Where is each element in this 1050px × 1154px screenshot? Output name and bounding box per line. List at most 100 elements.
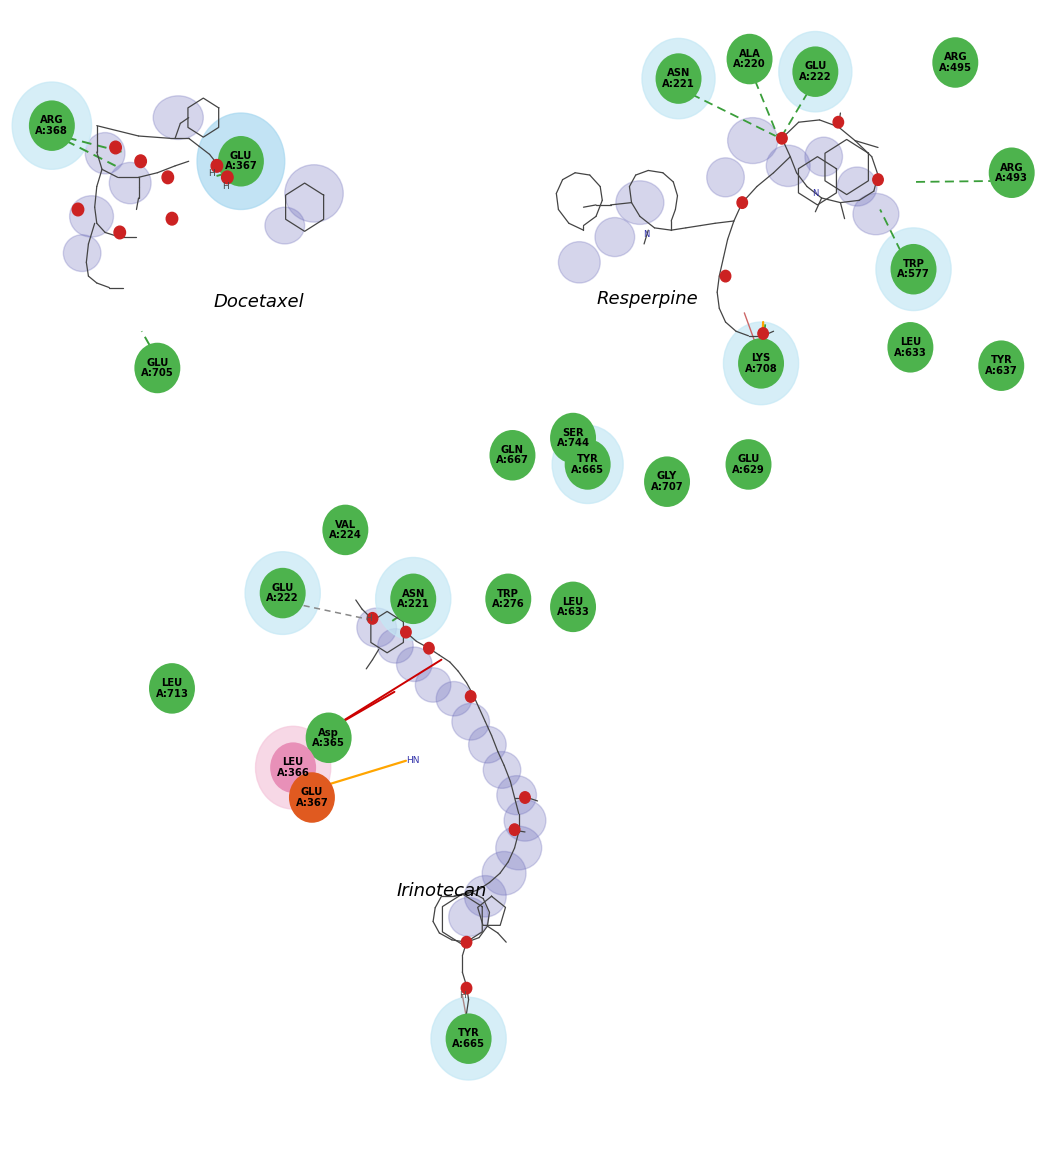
Text: HN: HN bbox=[406, 756, 420, 765]
Text: SER
A:744: SER A:744 bbox=[556, 428, 590, 448]
Circle shape bbox=[552, 426, 624, 503]
Circle shape bbox=[322, 504, 369, 555]
Ellipse shape bbox=[378, 629, 414, 664]
Text: GLU
A:367: GLU A:367 bbox=[225, 151, 257, 172]
Text: H: H bbox=[208, 170, 215, 179]
Circle shape bbox=[218, 136, 264, 187]
Text: ASN
A:221: ASN A:221 bbox=[397, 589, 429, 609]
Circle shape bbox=[270, 742, 316, 793]
Circle shape bbox=[550, 582, 596, 632]
Circle shape bbox=[162, 171, 173, 183]
Text: TYR
A:637: TYR A:637 bbox=[985, 355, 1017, 376]
Ellipse shape bbox=[436, 682, 471, 715]
Ellipse shape bbox=[766, 145, 811, 187]
Text: LYS
A:708: LYS A:708 bbox=[744, 353, 777, 374]
Circle shape bbox=[887, 322, 933, 373]
Circle shape bbox=[259, 568, 306, 619]
Text: GLU
A:629: GLU A:629 bbox=[732, 455, 764, 474]
Circle shape bbox=[489, 430, 536, 480]
Circle shape bbox=[391, 574, 436, 624]
Circle shape bbox=[149, 664, 195, 713]
Text: H: H bbox=[459, 990, 466, 999]
Circle shape bbox=[727, 33, 773, 84]
Ellipse shape bbox=[728, 118, 778, 164]
Circle shape bbox=[758, 328, 769, 339]
Circle shape bbox=[565, 440, 611, 489]
Text: H: H bbox=[222, 182, 229, 192]
Circle shape bbox=[642, 38, 715, 119]
Circle shape bbox=[134, 343, 181, 394]
Circle shape bbox=[876, 227, 951, 310]
Circle shape bbox=[401, 627, 412, 638]
Ellipse shape bbox=[85, 133, 125, 174]
Text: TYR
A:665: TYR A:665 bbox=[571, 455, 604, 474]
Ellipse shape bbox=[416, 668, 450, 702]
Circle shape bbox=[424, 643, 434, 654]
Ellipse shape bbox=[496, 826, 542, 870]
Ellipse shape bbox=[837, 167, 877, 207]
Ellipse shape bbox=[452, 703, 489, 740]
Text: GLN
A:667: GLN A:667 bbox=[496, 445, 529, 465]
Circle shape bbox=[720, 270, 731, 282]
Ellipse shape bbox=[559, 241, 601, 283]
Ellipse shape bbox=[464, 876, 506, 917]
Circle shape bbox=[245, 552, 320, 635]
Circle shape bbox=[655, 53, 701, 104]
Text: GLU
A:367: GLU A:367 bbox=[295, 787, 329, 808]
Circle shape bbox=[211, 159, 223, 172]
Circle shape bbox=[737, 197, 748, 209]
Circle shape bbox=[368, 613, 378, 624]
Circle shape bbox=[723, 322, 799, 405]
Text: ARG
A:493: ARG A:493 bbox=[995, 163, 1028, 183]
Ellipse shape bbox=[109, 163, 151, 204]
Circle shape bbox=[72, 203, 84, 216]
Text: ALA
A:220: ALA A:220 bbox=[733, 48, 765, 69]
Circle shape bbox=[114, 226, 126, 239]
Circle shape bbox=[873, 174, 883, 186]
Circle shape bbox=[29, 100, 75, 151]
Text: ARG
A:368: ARG A:368 bbox=[36, 115, 68, 136]
Ellipse shape bbox=[482, 852, 526, 896]
Text: H: H bbox=[365, 614, 372, 623]
Text: ASN
A:221: ASN A:221 bbox=[663, 68, 695, 89]
Text: LEU
A:713: LEU A:713 bbox=[155, 679, 188, 698]
Text: TYR
A:665: TYR A:665 bbox=[453, 1028, 485, 1049]
Circle shape bbox=[726, 440, 772, 489]
Ellipse shape bbox=[63, 234, 101, 271]
Circle shape bbox=[932, 37, 979, 88]
Ellipse shape bbox=[448, 898, 488, 936]
Circle shape bbox=[833, 117, 843, 128]
Circle shape bbox=[13, 82, 91, 170]
Text: N: N bbox=[812, 189, 819, 198]
Ellipse shape bbox=[616, 181, 664, 224]
Ellipse shape bbox=[707, 158, 744, 197]
Circle shape bbox=[738, 338, 784, 389]
Ellipse shape bbox=[595, 218, 634, 256]
Ellipse shape bbox=[853, 194, 899, 234]
Ellipse shape bbox=[504, 800, 546, 841]
Ellipse shape bbox=[483, 751, 521, 788]
Circle shape bbox=[777, 133, 788, 144]
Circle shape bbox=[222, 171, 233, 183]
Circle shape bbox=[644, 457, 690, 507]
Text: GLY
A:707: GLY A:707 bbox=[651, 472, 684, 492]
Circle shape bbox=[485, 574, 531, 624]
Text: TRP
A:276: TRP A:276 bbox=[491, 589, 525, 609]
Ellipse shape bbox=[357, 608, 397, 647]
Circle shape bbox=[461, 982, 471, 994]
Text: N: N bbox=[643, 231, 649, 239]
Text: Docetaxel: Docetaxel bbox=[213, 293, 304, 312]
Circle shape bbox=[255, 726, 331, 809]
Text: ARG
A:495: ARG A:495 bbox=[939, 52, 972, 73]
Text: Irinotecan: Irinotecan bbox=[396, 883, 486, 900]
Circle shape bbox=[306, 712, 352, 763]
Ellipse shape bbox=[397, 647, 432, 682]
Circle shape bbox=[520, 792, 530, 803]
Ellipse shape bbox=[265, 208, 304, 243]
Text: LEU
A:633: LEU A:633 bbox=[556, 597, 589, 617]
Circle shape bbox=[793, 46, 838, 97]
Text: Resperpine: Resperpine bbox=[596, 290, 698, 308]
Circle shape bbox=[779, 31, 852, 112]
Circle shape bbox=[979, 340, 1024, 391]
Circle shape bbox=[465, 691, 476, 702]
